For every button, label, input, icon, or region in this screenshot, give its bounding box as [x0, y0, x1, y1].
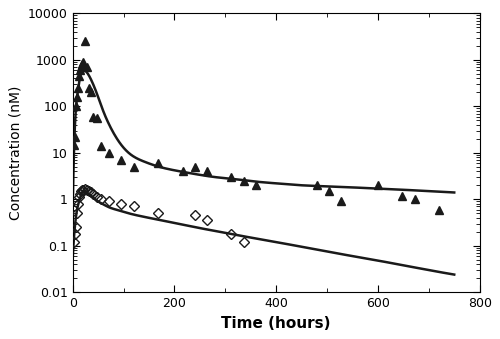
X-axis label: Time (hours): Time (hours) [222, 316, 331, 331]
Y-axis label: Concentration (nM): Concentration (nM) [8, 86, 22, 220]
